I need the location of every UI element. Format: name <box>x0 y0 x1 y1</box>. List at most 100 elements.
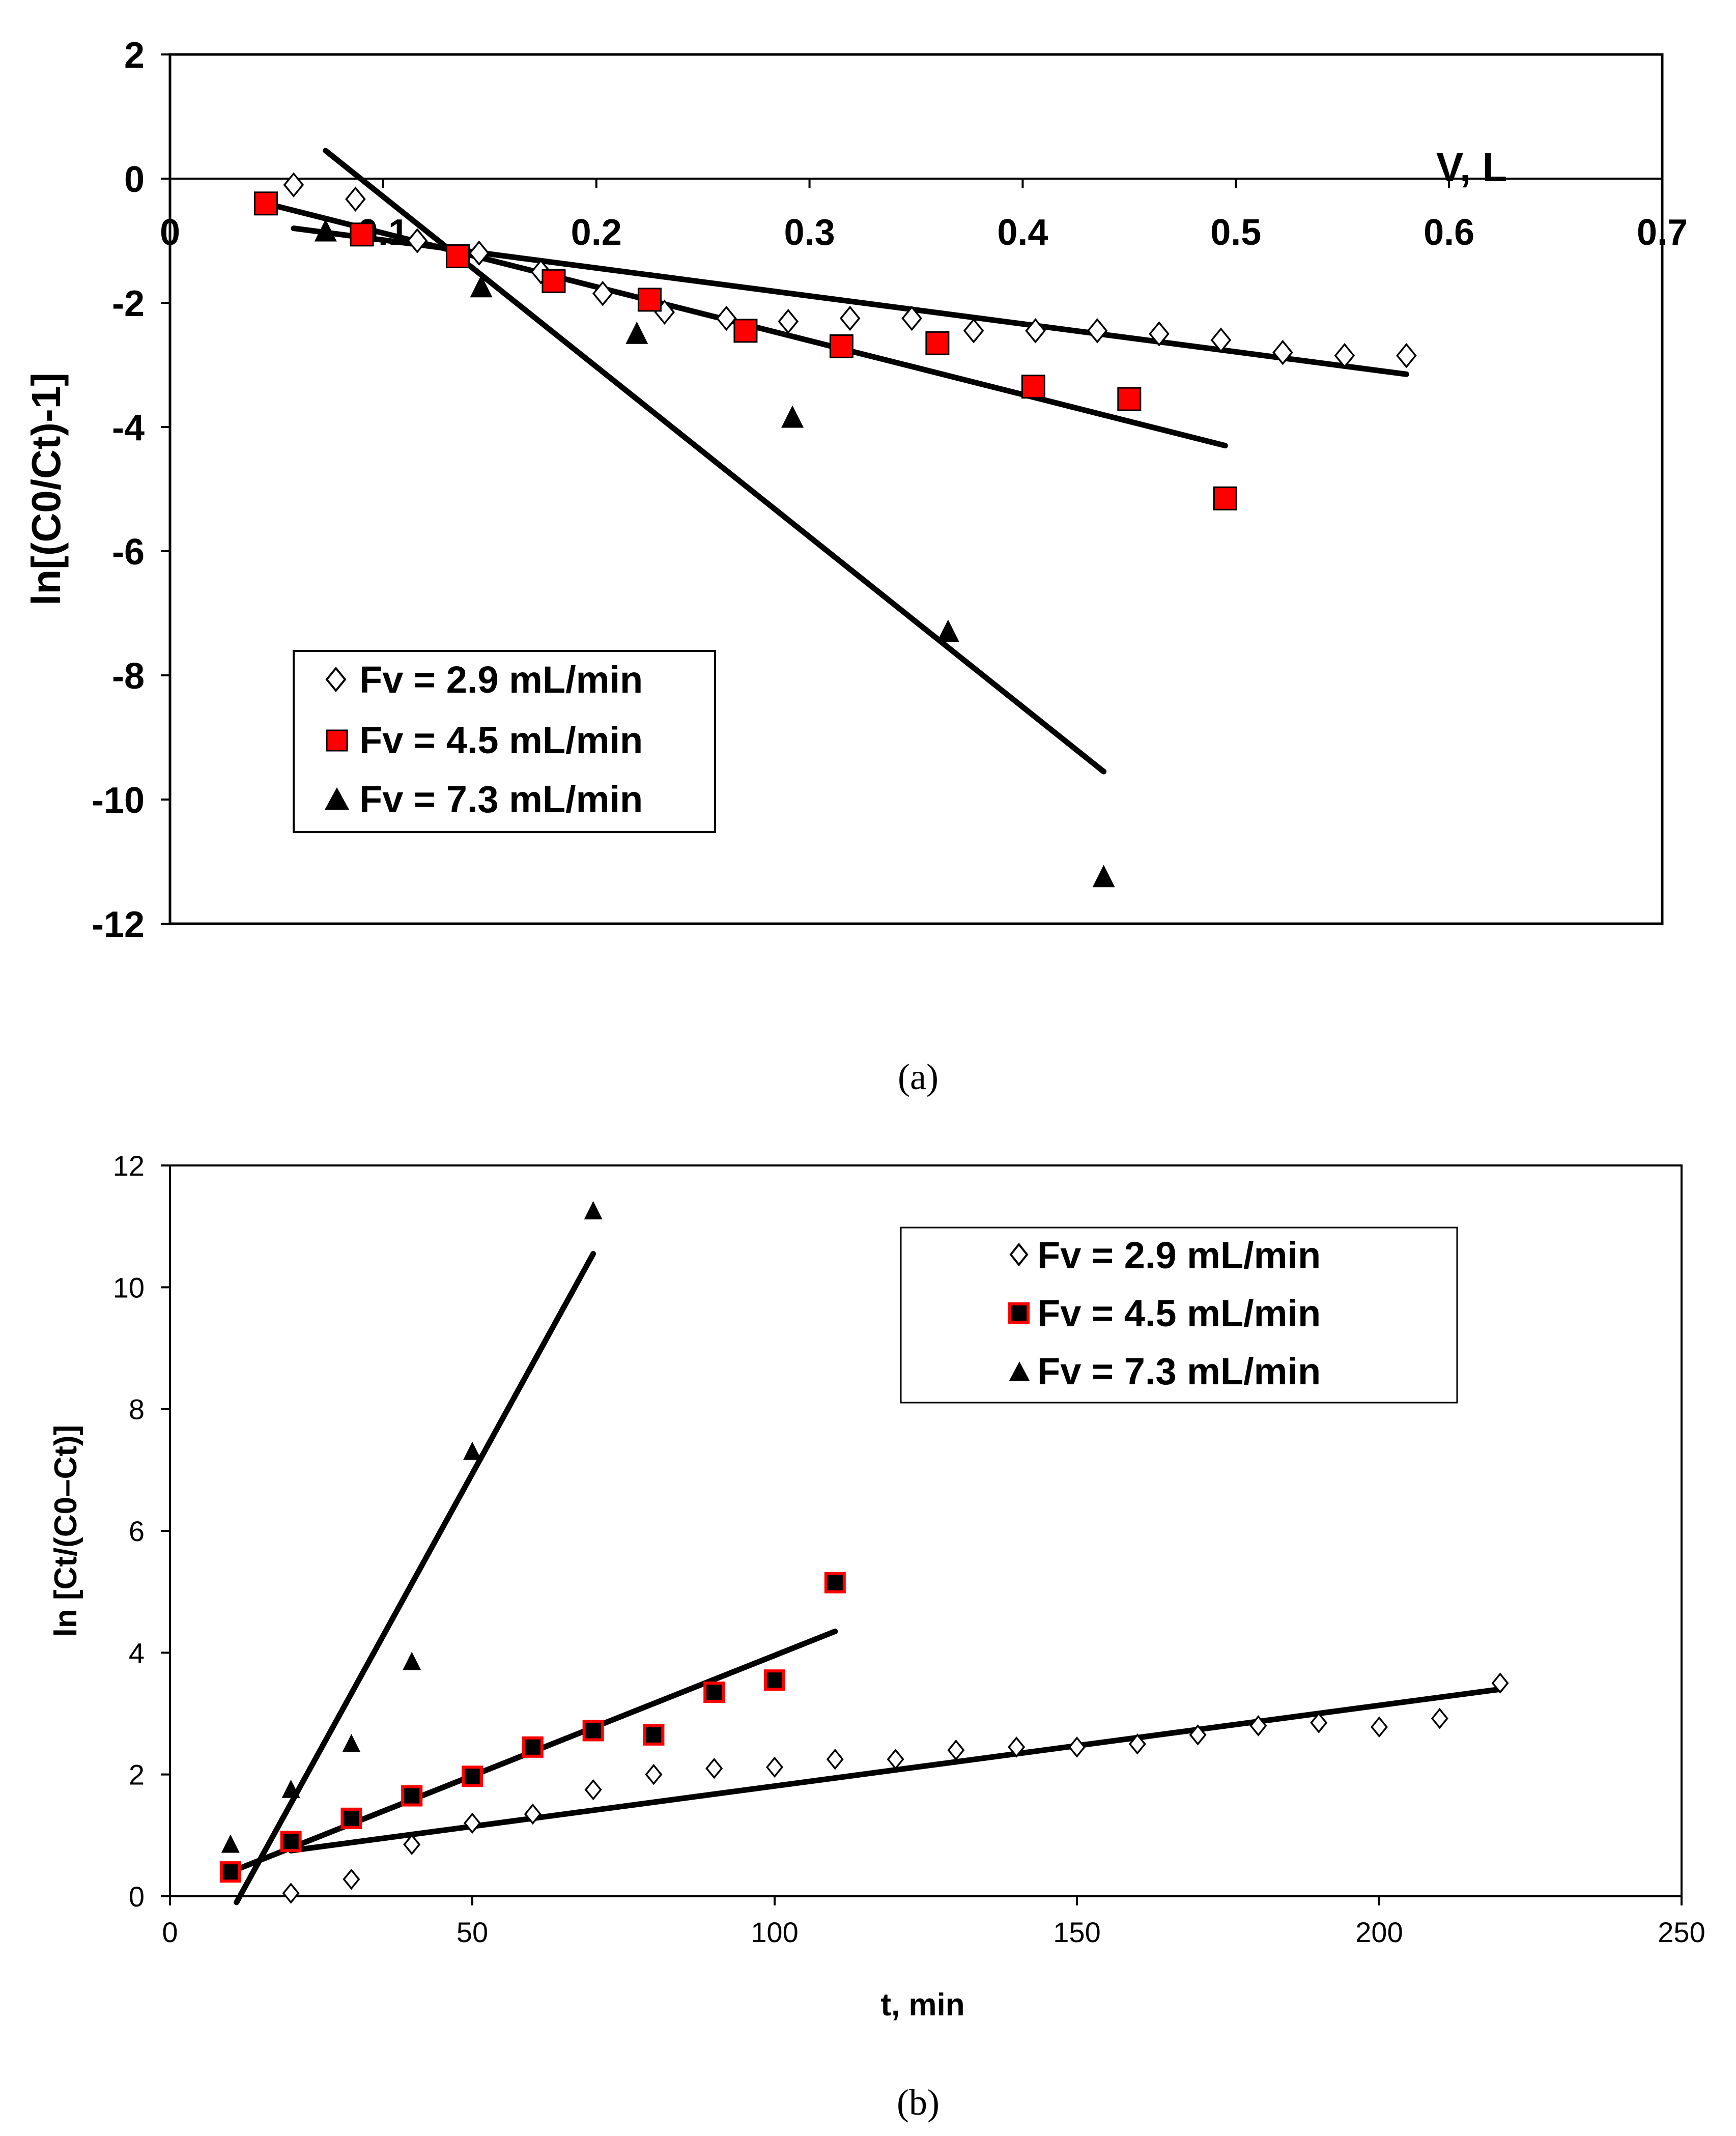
chart-b-point-0 <box>1491 1672 1509 1694</box>
chart-a-x-tick-label: 0.4 <box>997 212 1048 253</box>
chart-b-point-0 <box>947 1740 965 1761</box>
chart-a-y-tick-label: -2 <box>112 283 145 324</box>
chart-a-point-0 <box>592 280 613 306</box>
chart-a-point-0 <box>1210 327 1232 353</box>
chart-b-legend-label-7.3: Fv = 7.3 mL/min <box>1037 1350 1321 1392</box>
chart-b-point-2 <box>463 1441 481 1460</box>
chart-a-point-1 <box>253 191 278 216</box>
chart-b-legend-marker-7.3 <box>1009 1361 1030 1381</box>
chart-b-point-1 <box>219 1861 241 1883</box>
chart-b-point-0 <box>887 1748 904 1770</box>
chart-b-point-0 <box>826 1748 844 1770</box>
chart-b-point-0 <box>343 1868 360 1890</box>
chart-b-point-2 <box>584 1201 603 1219</box>
chart-a-y-tick-label: -10 <box>92 780 145 821</box>
chart-a-point-2 <box>314 219 337 242</box>
chart-b-point-1 <box>462 1765 483 1787</box>
chart-a-point-0 <box>345 186 366 212</box>
chart-b-x-tick-label: 50 <box>457 1916 488 1948</box>
chart-b-legend-label-4.5: Fv = 4.5 mL/min <box>1037 1292 1321 1334</box>
chart-a-point-1 <box>637 288 662 312</box>
chart-b-legend: Fv = 2.9 mL/min Fv = 4.5 mL/min Fv = 7.3… <box>900 1227 1458 1404</box>
chart-a-x-tick-label: 0.6 <box>1424 212 1474 253</box>
chart-a-point-1 <box>542 269 566 293</box>
chart-a-point-1 <box>829 334 853 358</box>
chart-a-point-0 <box>963 318 984 344</box>
chart-b-point-1 <box>340 1807 362 1829</box>
chart-b-point-0 <box>1249 1715 1267 1736</box>
chart-b-point-0 <box>524 1803 542 1825</box>
chart-b-x-tick-label: 0 <box>162 1916 178 1948</box>
chart-a-point-0 <box>778 308 799 334</box>
chart-b-point-0 <box>1128 1733 1146 1755</box>
chart-b-y-tick-label: 6 <box>129 1515 145 1547</box>
chart-b-x-tick-label: 250 <box>1658 1916 1705 1948</box>
chart-b-point-1 <box>582 1720 604 1742</box>
chart-b-y-tick-label: 0 <box>129 1881 145 1913</box>
chart-b-y-tick-label: 2 <box>129 1759 145 1791</box>
chart-b-point-0 <box>403 1834 421 1856</box>
chart-b-x-tick-label: 100 <box>751 1916 798 1948</box>
chart-a-y-ticks: 2 0 -2 -4 -6 -8 -10 -12 <box>92 35 170 945</box>
chart-b-point-0 <box>282 1883 300 1904</box>
chart-a-x-tick-label: 0.3 <box>784 212 835 253</box>
chart-a-legend-marker-2.9 <box>325 666 347 693</box>
chart-a-point-1 <box>1117 387 1142 411</box>
chart-a-x-ticks: 00.10.20.30.40.50.60.7 <box>160 179 1688 253</box>
chart-a-point-0 <box>716 305 737 331</box>
chart-a-y-tick-label: 2 <box>124 35 145 76</box>
chart-a-x-tick-label: 0.7 <box>1637 212 1688 253</box>
chart-b-point-2 <box>221 1834 240 1853</box>
chart-a-point-1 <box>733 319 758 343</box>
chart-a-point-2 <box>1092 865 1115 888</box>
chart-a-point-0 <box>1272 339 1293 365</box>
chart-a-x-tick-label: 0 <box>160 212 180 253</box>
chart-a-point-0 <box>1334 343 1355 368</box>
chart-b-legend-marker-4.5 <box>1008 1302 1030 1324</box>
chart-a-legend-marker-4.5 <box>326 729 348 752</box>
chart-b-point-1 <box>824 1572 846 1593</box>
chart-a-legend-label-2.9: Fv = 2.9 mL/min <box>359 659 643 701</box>
chart-a-point-1 <box>1021 375 1045 399</box>
chart-a-point-0 <box>901 305 922 331</box>
chart-b-point-0 <box>1431 1707 1448 1729</box>
chart-b-point-1 <box>401 1785 423 1807</box>
chart-b: 0 50 100 150 200 250 0 2 4 6 8 10 12 t, min ln [Ct/… <box>48 1150 1705 2123</box>
chart-b-x-axis-label: t, min <box>880 1987 964 2023</box>
chart-a-y-tick-label: -4 <box>112 408 145 448</box>
chart-b-y-tick-label: 10 <box>113 1271 145 1303</box>
chart-b-point-0 <box>1008 1736 1026 1758</box>
chart-a-legend-marker-7.3 <box>325 787 349 810</box>
chart-b-y-axis-label: ln [Ct/(C0–Ct)] <box>48 1425 83 1637</box>
chart-b-point-0 <box>1310 1712 1328 1733</box>
chart-b-x-ticks: 0 50 100 150 200 250 <box>162 1896 1705 1948</box>
chart-b-y-ticks: 0 2 4 6 8 10 12 <box>113 1150 170 1913</box>
chart-b-point-0 <box>584 1779 602 1801</box>
chart-a-y-tick-label: -12 <box>92 904 145 945</box>
chart-a-point-0 <box>1087 318 1108 344</box>
chart-b-y-tick-label: 8 <box>129 1393 145 1426</box>
chart-b-legend-box <box>900 1227 1458 1404</box>
chart-b-legend-label-2.9: Fv = 2.9 mL/min <box>1037 1234 1321 1276</box>
chart-b-point-0 <box>765 1756 784 1778</box>
chart-b-x-tick-label: 150 <box>1053 1916 1100 1948</box>
chart-a: 00.10.20.30.40.50.60.7 20-2-4-6-8-10-12 … <box>23 35 1688 1097</box>
chart-a-x-tick-label: 0.5 <box>1210 212 1261 253</box>
chart-a-legend-box <box>293 650 716 833</box>
chart-a-y-tick-label: 0 <box>124 159 145 200</box>
chart-b-legend-marker-2.9 <box>1009 1242 1029 1267</box>
chart-a-point-2 <box>781 405 804 428</box>
chart-a-legend-label-4.5: Fv = 4.5 mL/min <box>359 719 643 761</box>
chart-b-y-tick-label: 12 <box>113 1150 145 1182</box>
chart-a-legend-label-7.3: Fv = 7.3 mL/min <box>359 778 643 820</box>
chart-b-point-1 <box>643 1724 665 1746</box>
chart-a-plot-frame <box>168 53 1664 925</box>
chart-a-point-1 <box>925 331 950 355</box>
chart-a-point-0 <box>407 228 428 253</box>
chart-b-data-points <box>219 1201 1509 1904</box>
chart-b-point-0 <box>1189 1724 1207 1746</box>
chart-b-point-0 <box>645 1763 663 1785</box>
chart-a-y-tick-label: -6 <box>112 532 145 573</box>
chart-b-caption: (b) <box>897 2082 940 2123</box>
